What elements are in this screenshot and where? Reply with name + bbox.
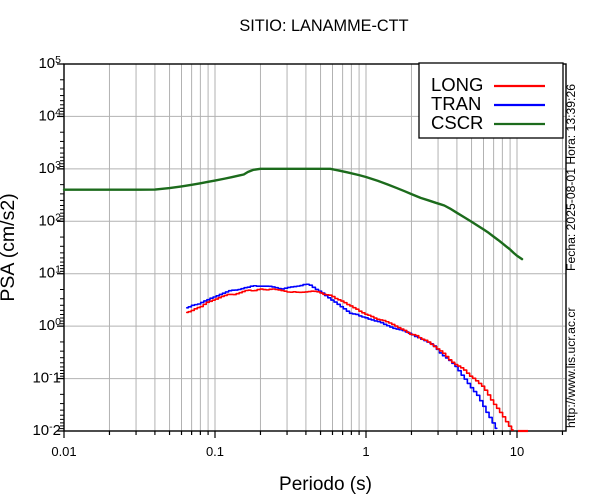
svg-text:SITIO: LANAMME-CTT: SITIO: LANAMME-CTT [239,17,408,35]
svg-text:10-2: 10-2 [32,421,61,439]
svg-text:0.1: 0.1 [206,444,224,459]
svg-text:PSA (cm/s2): PSA (cm/s2) [0,193,19,301]
svg-text:TRAN: TRAN [431,93,481,114]
svg-text:CSCR: CSCR [431,112,483,133]
svg-text:Periodo (s): Periodo (s) [279,474,372,495]
svg-text:1: 1 [362,444,369,459]
svg-text:0.01: 0.01 [51,444,76,459]
svg-text:Fecha: 2025-08-01 Hora: 13:39: Fecha: 2025-08-01 Hora: 13:39:26 [564,84,578,271]
svg-text:10-1: 10-1 [32,369,61,387]
svg-text:10: 10 [510,444,524,459]
svg-text:http://www.lis.ucr.ac.cr: http://www.lis.ucr.ac.cr [564,307,578,428]
svg-text:LONG: LONG [431,74,483,95]
